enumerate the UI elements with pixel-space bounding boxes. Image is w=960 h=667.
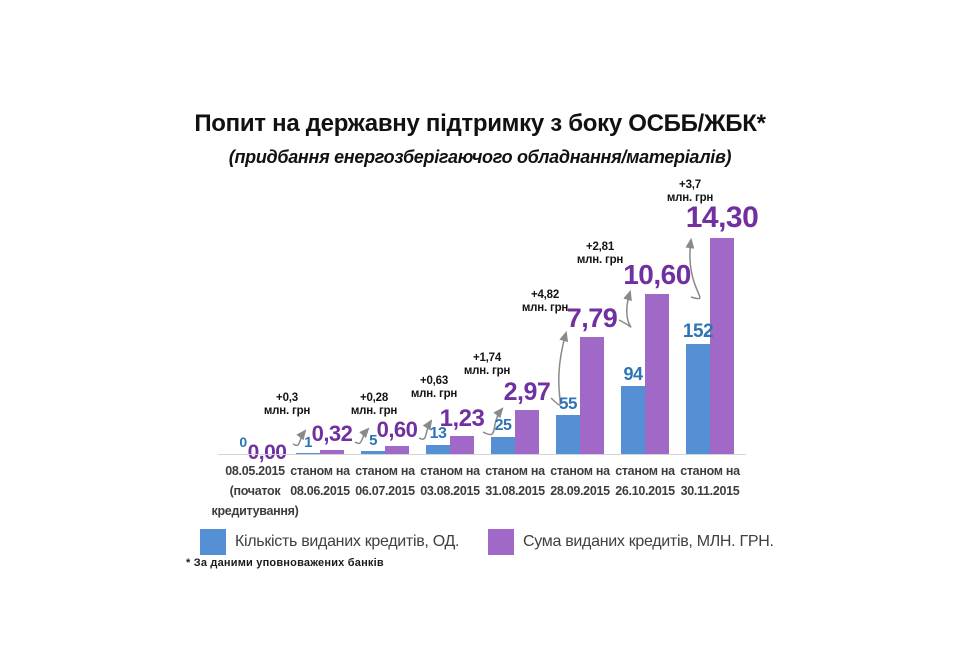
sum-value-label: 7,79 — [566, 303, 618, 333]
delta-annotation: +2,81 млн. грн — [555, 241, 645, 267]
category-label-line: станом на — [680, 464, 740, 478]
category-label-line: (початок — [229, 484, 281, 498]
delta-unit: млн. грн — [666, 192, 714, 204]
delta-unit: млн. грн — [521, 302, 569, 314]
category-label: станом на 30.11.2015 — [650, 461, 770, 501]
category-label: станом на 31.08.2015 — [455, 461, 575, 501]
delta-value: +0,28 — [359, 392, 389, 404]
sum-bar — [580, 337, 604, 455]
delta-value: +3,7 — [679, 179, 701, 191]
delta-value: +4,82 — [530, 289, 560, 301]
category-label-line: 31.08.2015 — [485, 484, 545, 498]
delta-unit: млн. грн — [576, 254, 624, 266]
legend-label-count: Кількість виданих кредитів, ОД. — [235, 533, 460, 550]
count-value-label: 25 — [494, 417, 512, 434]
delta-annotation: +1,74 млн. грн — [442, 352, 532, 378]
count-value-label: 1 — [304, 434, 312, 451]
delta-unit: млн. грн — [463, 365, 511, 377]
category-label: станом на 26.10.2015 — [585, 461, 705, 501]
count-bar — [491, 437, 515, 455]
count-bar — [556, 415, 580, 455]
delta-annotation: +0,28 млн. грн — [329, 392, 419, 418]
category-label-line: станом на — [355, 464, 415, 478]
sum-value-label: 0,60 — [376, 417, 418, 442]
category-label-line: станом на — [420, 464, 480, 478]
count-bar — [621, 386, 645, 455]
delta-unit: млн. грн — [350, 405, 398, 417]
category-label-line: 06.07.2015 — [355, 484, 415, 498]
category-label-line: станом на — [615, 464, 675, 478]
category-label: станом на 06.07.2015 — [325, 461, 445, 501]
count-bar — [361, 451, 385, 455]
category-label-line: станом на — [485, 464, 545, 478]
delta-value: +1,74 — [472, 352, 502, 364]
delta-value: +2,81 — [585, 241, 615, 253]
delta-annotation: +0,3 млн. грн — [242, 392, 332, 418]
count-value-label: 0 — [239, 434, 247, 450]
sum-bar — [515, 410, 539, 455]
chart-title: Попит на державну підтримку з боку ОСББ/… — [194, 110, 766, 137]
count-value-label: 152 — [682, 321, 714, 342]
count-bar — [426, 445, 450, 455]
count-value-label: 5 — [369, 432, 377, 449]
category-label-line: 28.09.2015 — [550, 484, 610, 498]
category-label-line: 08.05.2015 — [225, 464, 285, 478]
x-axis-line — [218, 454, 746, 455]
category-label-line: 08.06.2015 — [290, 484, 350, 498]
sum-value-label: 1,23 — [439, 405, 485, 432]
legend-label-sum: Сума виданих кредитів, МЛН. ГРН. — [523, 533, 774, 550]
delta-value: +0,3 — [276, 392, 298, 404]
category-label: станом на 28.09.2015 — [520, 461, 640, 501]
category-label: станом на 03.08.2015 — [390, 461, 510, 501]
category-label-line: станом на — [550, 464, 610, 478]
sum-bar — [385, 446, 409, 455]
sum-value-label: 2,97 — [503, 378, 551, 406]
category-label-line: кредитування) — [211, 504, 299, 518]
category-label-line: 30.11.2015 — [680, 484, 740, 498]
count-value-label: 13 — [429, 425, 447, 442]
delta-annotation: +4,82 млн. грн — [500, 289, 590, 315]
sum-bar — [450, 436, 474, 455]
delta-unit: млн. грн — [410, 388, 458, 400]
count-bar — [686, 344, 710, 455]
legend-swatch-sum-icon — [488, 529, 514, 555]
sum-value-label: 0,32 — [311, 421, 353, 446]
count-value-label: 55 — [559, 394, 577, 413]
legend-item-count: Кількість виданих кредитів, ОД. — [200, 529, 459, 555]
count-value-label: 94 — [623, 364, 643, 384]
legend-swatch-count-icon — [200, 529, 226, 555]
sum-bar — [320, 450, 344, 455]
delta-unit: млн. грн — [263, 405, 311, 417]
category-label-line: 26.10.2015 — [615, 484, 675, 498]
category-label: 08.05.2015 (початок кредитування) — [195, 461, 315, 521]
legend-item-sum: Сума виданих кредитів, МЛН. ГРН. — [488, 529, 774, 555]
delta-annotation: +0,63 млн. грн — [389, 375, 479, 401]
sum-value-label: 10,60 — [623, 259, 691, 290]
sum-bar — [710, 238, 734, 455]
footnote: * За даними уповноважених банків — [186, 557, 384, 569]
sum-value-label: 0,00 — [247, 441, 287, 464]
delta-value: +0,63 — [419, 375, 449, 387]
sum-bar — [645, 294, 669, 455]
chart-subtitle: (придбання енергозберігаючого обладнання… — [228, 147, 732, 167]
sum-value-label: 14,30 — [685, 201, 759, 234]
delta-annotation: +3,7 млн. грн — [645, 179, 735, 205]
category-label: станом на 08.06.2015 — [260, 461, 380, 501]
category-label-line: 03.08.2015 — [420, 484, 480, 498]
category-label-line: станом на — [290, 464, 350, 478]
